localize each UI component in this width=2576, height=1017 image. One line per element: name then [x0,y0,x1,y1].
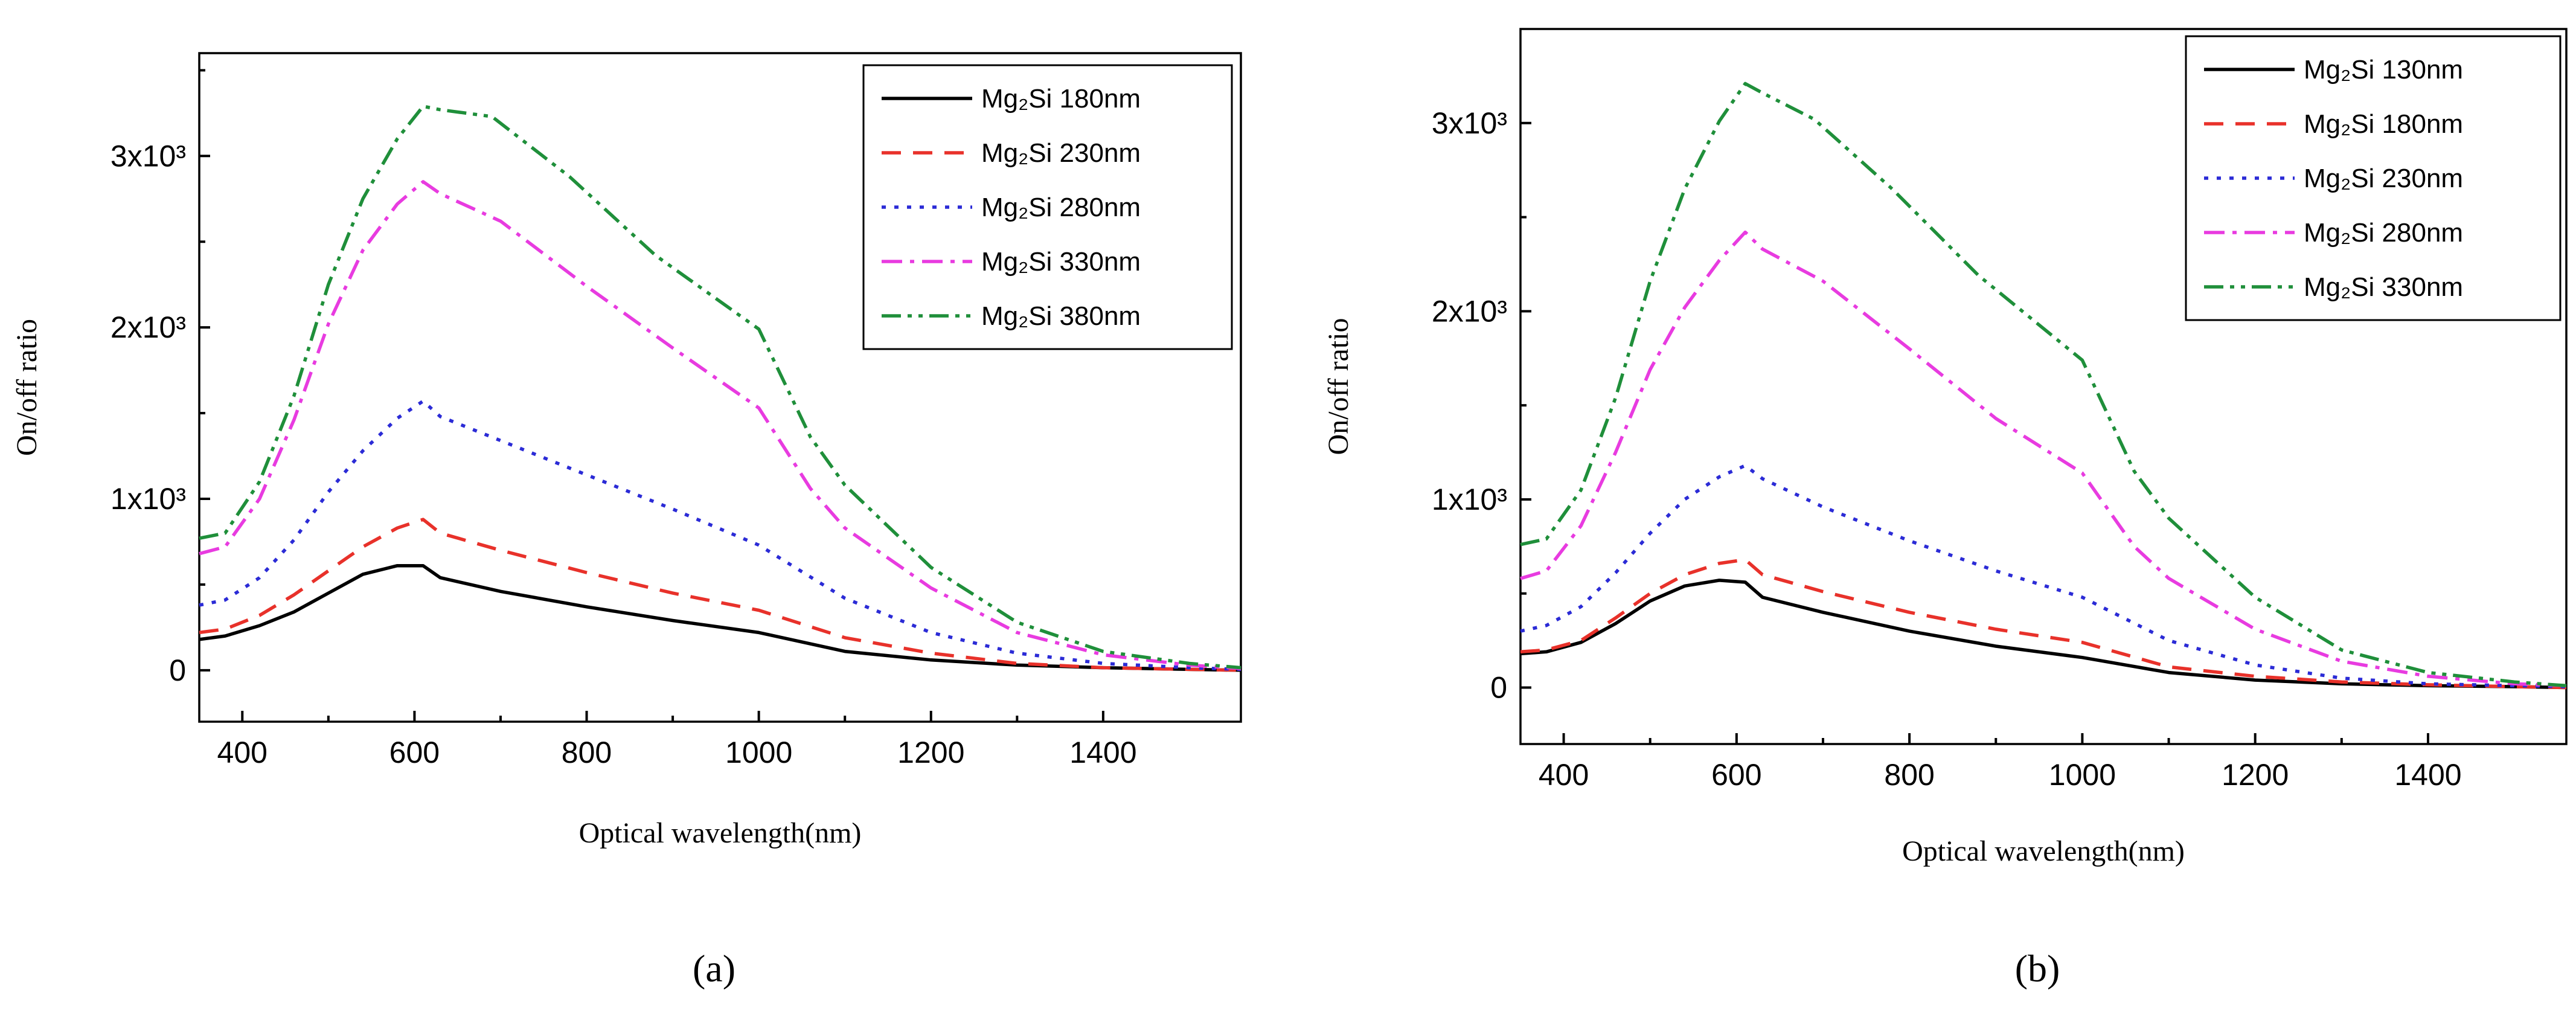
x-tick-label: 800 [1884,758,1934,792]
y-tick-label: 2x10³ [1432,294,1507,328]
series-line [199,399,1242,672]
series-line [1520,579,2567,690]
panel-label: (a) [693,947,735,990]
legend-box [862,64,1233,350]
chart-panel-a: 400 600 800 1000 1200 1400 0 1x10³ 2x10³ 3x10³ Opt… [11,52,1242,990]
legend-label: Mg₂Si 180nm [2304,109,2463,139]
y-tick-label: 1x10³ [1432,483,1507,516]
y-tick-label: 1x10³ [111,482,186,516]
y-axis-title: On/off ratio [11,319,43,456]
x-tick-label: 1000 [2049,758,2116,792]
y-tick-label: 2x10³ [111,310,186,344]
x-tick-label: 400 [217,736,268,769]
legend-label: Mg₂Si 130nm [2304,55,2463,85]
legend-label: Mg₂Si 380nm [981,301,1141,331]
legend: Mg₂Si 130nm Mg₂Si 180nm Mg₂Si 230nm Mg₂Si 2… [2185,35,2562,321]
legend: Mg₂Si 180nm Mg₂Si 230nm Mg₂Si 280nm Mg₂Si 3… [862,64,1233,350]
x-axis-title: Optical wavelength(nm) [1902,835,2185,867]
y-axis-title: On/off ratio [1322,318,1354,455]
series-line [1520,230,2567,688]
legend-label: Mg₂Si 280nm [981,193,1141,222]
legend-label: Mg₂Si 330nm [981,247,1141,277]
series-line [1520,557,2567,690]
x-tick-label: 1400 [2394,758,2461,792]
x-tick-label: 1200 [897,736,964,769]
legend-label: Mg₂Si 180nm [981,84,1141,114]
y-tick-label: 0 [169,653,186,687]
series-line [199,180,1242,670]
legend-label: Mg₂Si 230nm [981,138,1141,168]
x-tick-label: 800 [562,736,612,769]
x-tick-label: 1200 [2222,758,2289,792]
legend-label: Mg₂Si 330nm [2304,272,2463,302]
chart-panel-b: 400 600 800 1000 1200 1400 0 1x10³ 2x10³ 3x10³ Opt… [1322,28,2568,990]
plot-frame [1519,28,2568,745]
x-tick-label: 1000 [725,736,792,769]
y-tick-label: 0 [1490,671,1507,705]
panel-label: (b) [2015,947,2060,990]
series-line [1520,82,2567,688]
series-line [199,563,1242,672]
legend-label: Mg₂Si 280nm [2304,218,2463,248]
series-line [1520,464,2567,688]
series-line [199,518,1242,672]
x-tick-label: 1400 [1069,736,1136,769]
x-tick-label: 400 [1539,758,1589,792]
plot-frame [198,52,1242,723]
x-axis-title: Optical wavelength(nm) [579,817,862,849]
y-tick-label: 3x10³ [111,139,186,173]
series-line [199,104,1242,670]
y-tick-label: 3x10³ [1432,106,1507,140]
x-tick-label: 600 [1711,758,1761,792]
x-tick-label: 600 [389,736,440,769]
legend-box [2185,35,2562,321]
legend-label: Mg₂Si 230nm [2304,164,2463,193]
